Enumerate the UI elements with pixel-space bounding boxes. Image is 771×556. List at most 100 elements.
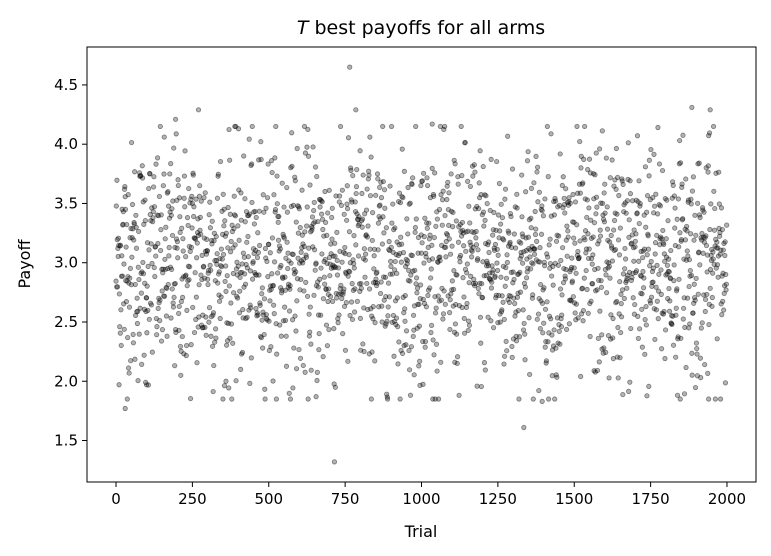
data-point (241, 284, 247, 290)
data-point (490, 232, 496, 238)
data-point (401, 168, 407, 174)
data-point (580, 318, 586, 324)
data-point (503, 265, 509, 271)
data-point (657, 203, 663, 209)
data-point (252, 269, 258, 276)
data-point (597, 233, 604, 239)
data-point-outlier (706, 396, 712, 402)
data-point (148, 302, 155, 308)
data-point (152, 273, 158, 280)
data-point (538, 281, 544, 288)
data-point (537, 259, 543, 265)
data-point (460, 275, 466, 281)
data-point (351, 265, 357, 271)
data-point (324, 260, 330, 267)
data-point (227, 211, 233, 217)
data-point (264, 195, 271, 201)
data-point (259, 317, 265, 323)
data-point (471, 230, 477, 236)
data-point (685, 197, 692, 203)
data-point (505, 133, 511, 139)
data-point (500, 263, 506, 269)
data-point (458, 252, 464, 259)
data-point (398, 347, 404, 354)
data-point (231, 212, 238, 218)
data-point (428, 266, 434, 272)
data-point (465, 178, 471, 184)
data-point (552, 195, 558, 202)
data-point (142, 280, 148, 286)
data-point (464, 261, 470, 267)
data-point (663, 236, 669, 242)
data-point (687, 273, 693, 279)
data-point (313, 260, 319, 266)
data-point (394, 295, 400, 301)
data-point (404, 216, 410, 222)
data-point (631, 311, 638, 317)
data-point (293, 366, 300, 372)
data-point (336, 291, 342, 297)
data-point (295, 230, 301, 236)
data-point (406, 201, 412, 207)
data-point (115, 253, 121, 260)
data-point (681, 305, 687, 311)
data-point (323, 286, 329, 292)
data-point (627, 178, 633, 184)
data-point (520, 260, 526, 266)
data-point (637, 203, 643, 209)
data-point (271, 259, 278, 265)
data-point (176, 310, 182, 317)
data-point (282, 274, 288, 280)
data-point (564, 253, 570, 259)
data-point (376, 203, 382, 209)
data-point (628, 325, 634, 332)
data-point-outlier (539, 398, 545, 405)
data-point (696, 212, 703, 218)
data-point (183, 342, 190, 349)
data-point (604, 204, 610, 210)
data-point (450, 303, 456, 309)
data-point (556, 233, 562, 239)
data-point (331, 263, 338, 270)
data-point (483, 193, 489, 199)
data-point (183, 253, 189, 260)
data-point (520, 307, 526, 313)
data-point (429, 256, 436, 262)
data-point (575, 255, 582, 262)
data-point (313, 283, 320, 289)
data-point (198, 231, 204, 237)
data-point (549, 373, 555, 379)
data-point (325, 298, 331, 305)
data-point (650, 265, 656, 271)
data-point (258, 139, 264, 145)
data-point (438, 192, 444, 198)
data-point (332, 384, 338, 390)
data-point (373, 282, 380, 289)
data-point (305, 153, 312, 159)
data-point (119, 273, 126, 279)
data-point (189, 200, 195, 207)
data-point (716, 225, 722, 232)
data-point (370, 280, 377, 286)
data-point (294, 298, 300, 304)
data-point (614, 298, 620, 305)
data-point (414, 325, 420, 331)
data-point (651, 151, 657, 157)
data-point (378, 179, 384, 185)
data-point (592, 172, 598, 178)
data-point (314, 173, 320, 180)
data-point (228, 321, 235, 327)
data-point (315, 312, 322, 318)
data-point (299, 245, 305, 251)
data-point (548, 131, 554, 137)
data-point (124, 278, 130, 284)
data-point (174, 197, 180, 203)
data-point (641, 246, 648, 252)
data-point (408, 272, 414, 278)
data-point (469, 248, 475, 254)
data-point (718, 301, 724, 307)
data-point (707, 226, 713, 233)
data-point (713, 245, 720, 251)
data-point (241, 254, 247, 260)
data-point (552, 396, 558, 402)
